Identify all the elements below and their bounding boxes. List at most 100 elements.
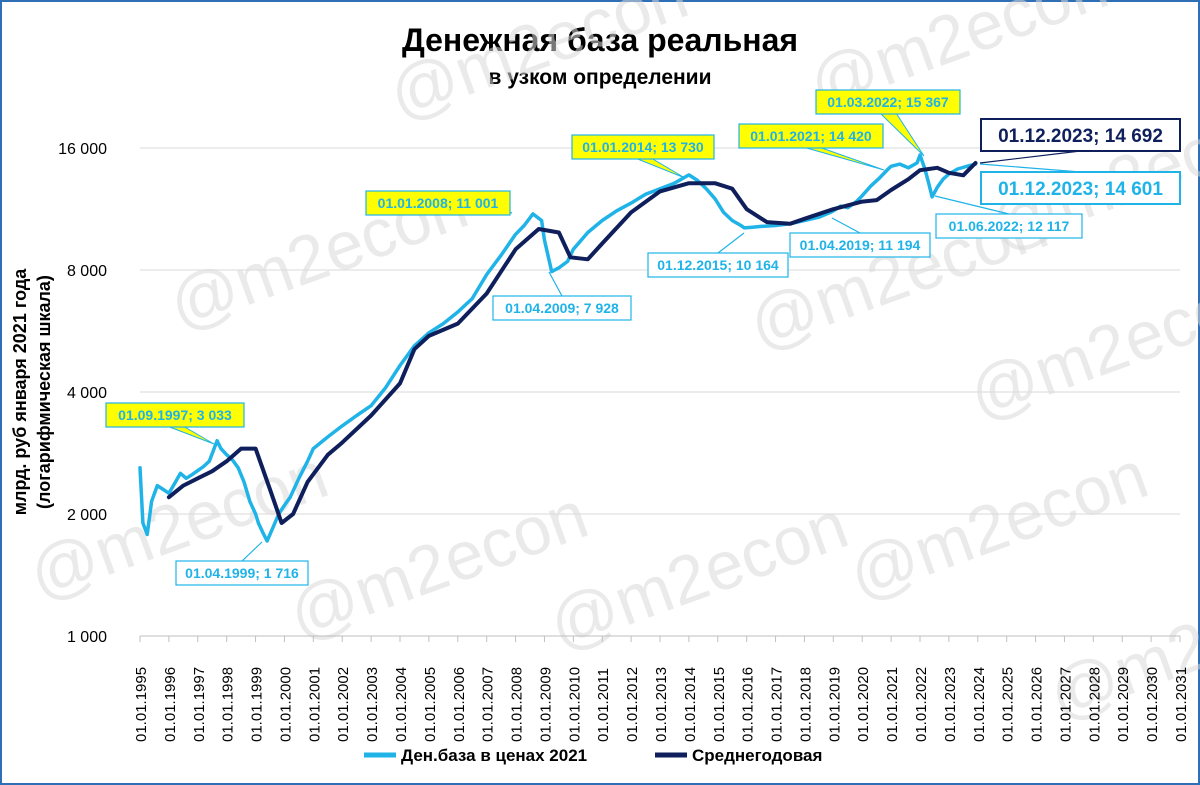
y-tick-label: 2 000 [67, 507, 107, 524]
watermark-text: @m2econ [379, 0, 697, 134]
callout-box [647, 252, 789, 278]
x-tick-label: 01.01.2002 [335, 667, 352, 742]
x-tick-label: 01.01.2018 [797, 667, 814, 742]
x-tick-label: 01.01.2013 [653, 667, 670, 742]
y-tick-label: 1 000 [67, 629, 107, 646]
y-tick-label: 16 000 [58, 141, 107, 158]
x-tick-label: 01.01.2003 [364, 667, 381, 742]
callout-box [105, 402, 245, 428]
callout-label: 01.12.2023; 14 692 [998, 126, 1163, 147]
x-tick-label: 01.01.2022 [913, 667, 930, 742]
x-tick-label: 01.01.2016 [740, 667, 757, 742]
x-tick-label: 01.01.2004 [393, 667, 410, 742]
callout-label: 01.04.1999; 1 716 [185, 565, 299, 581]
annotation-callout: 01.04.2019; 11 194 [789, 217, 931, 258]
x-tick-label: 01.01.2019 [826, 667, 843, 742]
x-tick-label: 01.01.2007 [480, 667, 497, 742]
annotation-callout: 01.01.2021; 14 420 [738, 123, 885, 171]
x-tick-label: 01.01.2027 [1057, 667, 1074, 742]
legend: Ден.база в ценах 2021 Среднегодовая [364, 746, 822, 765]
callout-leader [548, 271, 563, 297]
x-tick-label: 01.01.2008 [509, 667, 526, 742]
x-tick-label: 01.01.2001 [306, 667, 323, 742]
x-tick-label: 01.01.2025 [1000, 667, 1017, 742]
annotation-callout: 01.06.2022; 12 117 [934, 195, 1083, 239]
annotation-callout: 01.12.2023; 14 601 [979, 163, 1181, 205]
x-tick-label: 01.01.1995 [133, 667, 150, 742]
y-axis-label-secondary: (логарифмическая шкала) [34, 275, 54, 509]
callout-box [738, 123, 884, 149]
x-tick-label: 01.01.2020 [855, 667, 872, 742]
watermark-text: @m2econ [959, 256, 1200, 434]
x-tick-label: 01.01.2023 [942, 667, 959, 742]
watermark-text: @m2econ [539, 486, 857, 664]
y-axis-label: млрд. руб января 2021 года [10, 268, 30, 516]
callout-label: 01.01.2008; 11 001 [378, 195, 499, 211]
x-tick-label: 01.01.2021 [884, 667, 901, 742]
callout-leader [241, 541, 263, 562]
callout-label: 01.04.2019; 11 194 [800, 237, 921, 253]
annotation-callout: 01.04.1999; 1 716 [175, 541, 309, 586]
callout-leader [717, 232, 745, 254]
callout-label: 01.06.2022; 12 117 [949, 218, 1070, 234]
callout-label: 01.01.2014; 13 730 [582, 139, 704, 155]
callout-box [492, 295, 632, 321]
callout-label: 01.01.2021; 14 420 [750, 128, 872, 144]
annotation-callout: 01.12.2023; 14 692 [979, 118, 1181, 164]
callout-label: 01.12.2015; 10 164 [657, 257, 779, 273]
callout-pointer [634, 157, 686, 179]
callout-box [815, 89, 961, 115]
annotation-callout: 01.09.1997; 3 033 [105, 402, 245, 445]
x-tick-label: 01.01.1997 [191, 667, 208, 742]
x-tick-label: 01.01.2015 [711, 667, 728, 742]
x-tick-label: 01.01.1996 [162, 667, 179, 742]
callout-leader [934, 195, 1010, 215]
x-tick-label: 01.01.2031 [1173, 667, 1190, 742]
callout-label: 01.09.1997; 3 033 [118, 407, 232, 423]
watermark-layer: @m2econ@m2econ @m2econ@m2econ@m2econ@m2ec… [19, 0, 1200, 734]
series-line-average [166, 161, 978, 525]
x-tick-label: 01.01.2024 [971, 667, 988, 742]
x-tick-label: 01.01.2009 [537, 667, 554, 742]
y-tick-label: 8 000 [67, 263, 107, 280]
y-axis-ticks: 1 000 2 000 4 000 8 000 16 000 [58, 141, 107, 646]
chart-subtitle: в узком определении [488, 66, 712, 89]
callout-pointer [166, 425, 215, 445]
callout-label: 01.03.2022; 15 367 [827, 94, 949, 110]
x-tick-label: 01.01.2029 [1115, 667, 1132, 742]
x-tick-label: 01.01.2026 [1029, 667, 1046, 742]
callout-box [365, 190, 511, 216]
x-tick-label: 01.01.2017 [769, 667, 786, 742]
annotation-callout: 01.04.2009; 7 928 [492, 271, 632, 321]
x-tick-label: 01.01.2012 [624, 667, 641, 742]
x-tick-label: 01.01.2030 [1144, 667, 1161, 742]
legend-label-average: Среднегодовая [692, 746, 822, 765]
chart-title: Денежная база реальная [401, 22, 799, 58]
callout-leader [979, 163, 1081, 173]
x-tick-label: 01.01.2011 [595, 668, 612, 742]
callout-box [935, 213, 1083, 239]
callout-label: 01.12.2023; 14 601 [998, 179, 1163, 200]
annotation-callout: 01.01.2008; 11 001 [365, 190, 513, 216]
x-tick-label: 01.01.2028 [1086, 667, 1103, 742]
callout-pointer [878, 112, 925, 157]
annotation-callout: 01.01.2014; 13 730 [571, 134, 715, 179]
annotations-layer: 01.09.1997; 3 033 01.04.1999; 1 716 01.01.… [105, 89, 1181, 586]
annotation-callout: 01.03.2022; 15 367 [815, 89, 961, 157]
series-layer [138, 153, 978, 543]
callout-box [789, 232, 931, 258]
callout-box [175, 560, 309, 586]
x-tick-label: 01.01.2005 [422, 667, 439, 742]
y-tick-label: 4 000 [67, 385, 107, 402]
x-tick-label: 01.01.1999 [249, 667, 266, 742]
x-axis-ticks: 01.01.1995 01.01.1996 01.01.1997 01.01.1998… [133, 636, 1190, 742]
watermark-text: @m2econ [839, 436, 1157, 614]
x-tick-label: 01.01.2014 [682, 667, 699, 742]
x-tick-label: 01.01.2006 [451, 667, 468, 742]
x-tick-label: 01.01.1998 [220, 667, 237, 742]
callout-box [980, 171, 1181, 205]
x-tick-label: 01.01.2010 [566, 667, 583, 742]
callout-pointer [802, 146, 885, 171]
callout-leader [831, 217, 861, 234]
